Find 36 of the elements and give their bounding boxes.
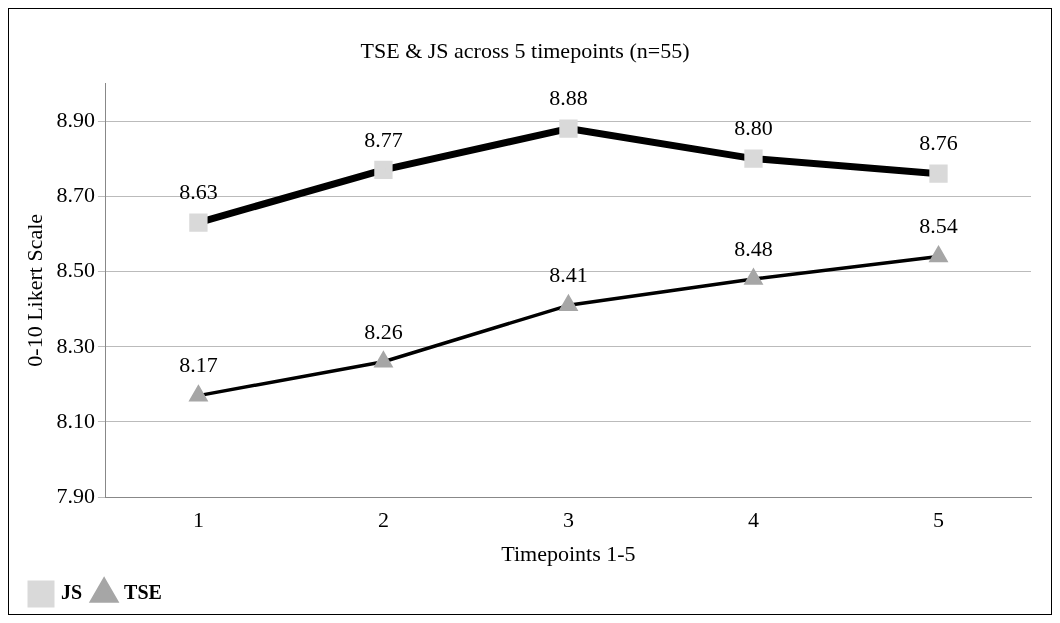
chart-title: TSE & JS across 5 timepoints (n=55)	[360, 37, 690, 63]
data-label: 8.26	[364, 318, 403, 344]
data-label: 8.48	[734, 235, 773, 261]
x-tick-label: 1	[192, 507, 204, 533]
y-tick-label: 8.90	[56, 106, 95, 132]
point	[189, 385, 208, 402]
point	[929, 164, 948, 183]
data-label: 8.54	[919, 213, 958, 239]
y-tick-label: 7.90	[56, 482, 95, 508]
y-tick-label: 8.70	[56, 182, 95, 208]
point	[559, 295, 578, 312]
data-label: 8.76	[919, 130, 958, 156]
point	[189, 213, 208, 232]
legend-label: TSE	[124, 581, 162, 604]
data-label: 8.17	[179, 352, 218, 378]
point	[374, 160, 393, 180]
x-tick-label: 2	[377, 507, 389, 533]
x-tick-label: 4	[747, 507, 759, 533]
data-label: 8.80	[734, 115, 773, 141]
data-label: 8.88	[549, 85, 588, 111]
data-label: 8.63	[179, 179, 218, 205]
point	[744, 149, 763, 168]
point	[744, 269, 763, 285]
point	[374, 352, 393, 368]
y-tick-label: 8.30	[56, 332, 95, 358]
data-label: 8.41	[549, 262, 588, 288]
point	[929, 246, 948, 263]
data-label: 8.77	[364, 126, 403, 152]
x-tick-label: 3	[562, 507, 574, 533]
x-axis-title: Timepoints 1-5	[501, 540, 636, 566]
legend-label: JS	[61, 581, 83, 604]
point	[559, 119, 578, 138]
x-tick-label: 5	[932, 507, 944, 533]
y-axis-title: 0-10 Likert Scale	[21, 213, 47, 367]
y-tick-label: 8.50	[56, 257, 95, 283]
y-tick-label: 8.10	[56, 407, 95, 433]
